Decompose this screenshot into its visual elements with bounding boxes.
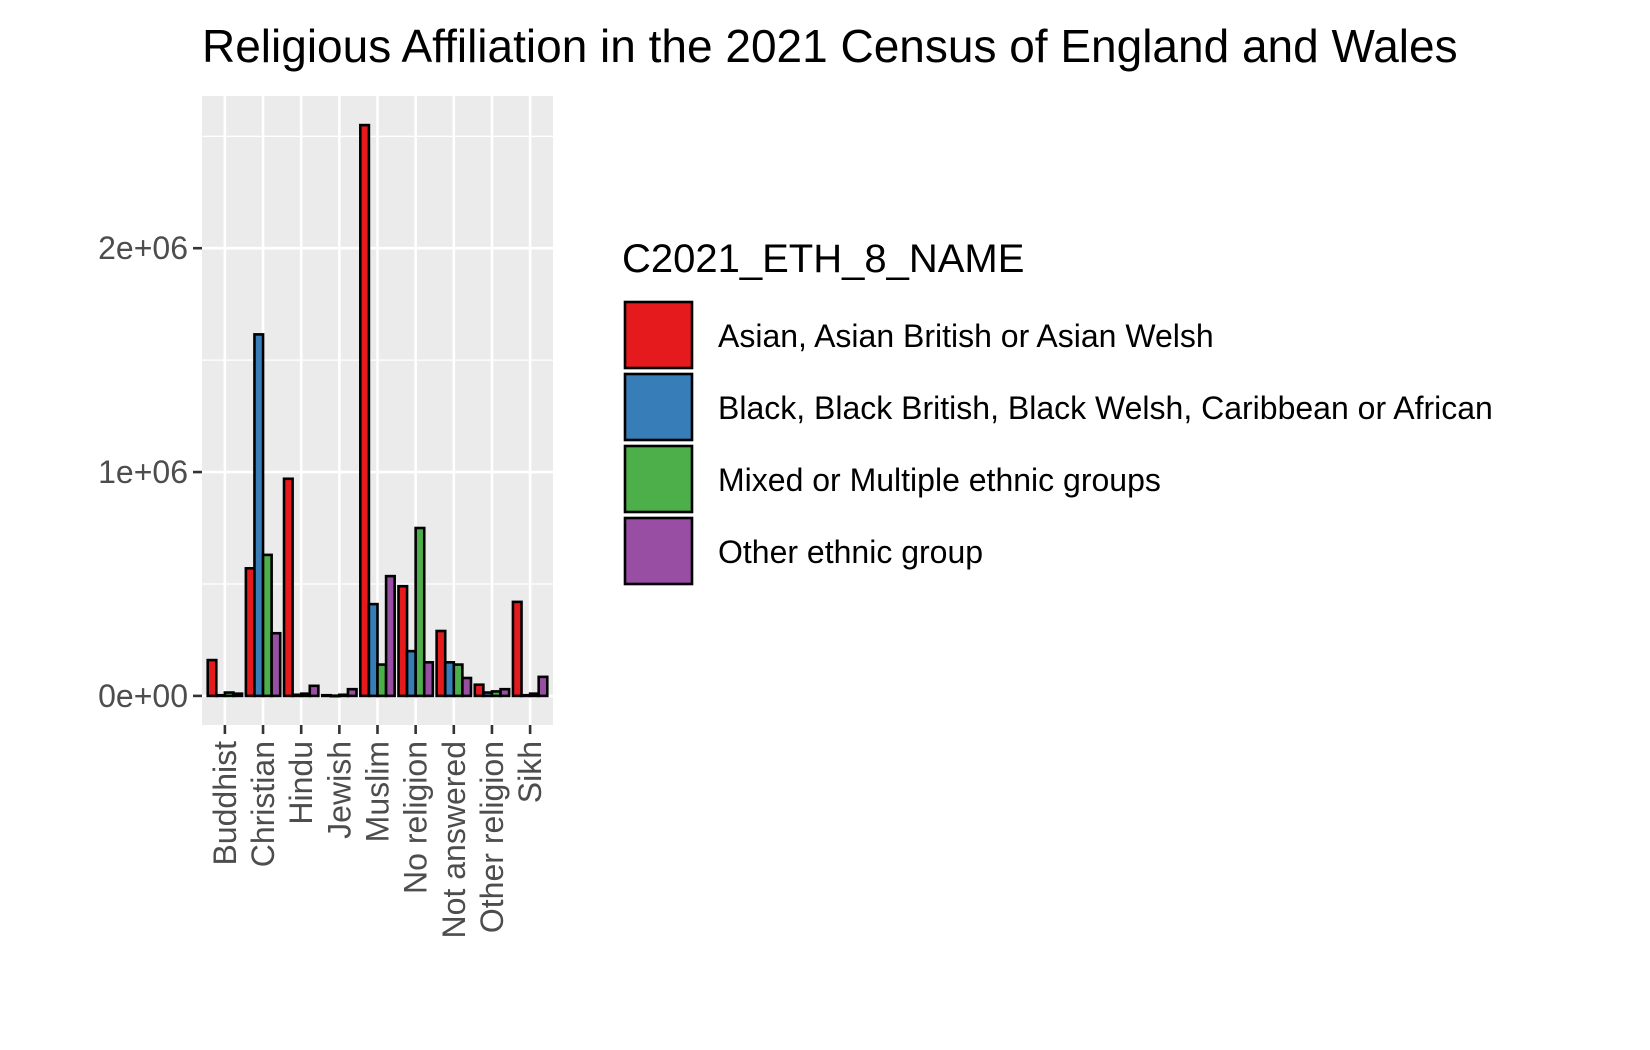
bar: [473, 683, 485, 698]
x-tick-label: Muslim: [360, 741, 396, 842]
bar: [270, 631, 282, 698]
x-tick-label: Not answered: [436, 741, 472, 938]
legend-key: [623, 516, 694, 586]
legend-key: [623, 300, 694, 370]
bar: [359, 123, 371, 698]
y-tick-label: 2e+06: [98, 230, 188, 266]
chart-title: Religious Affiliation in the 2021 Census…: [202, 20, 1458, 72]
bar: [414, 526, 426, 698]
bar: [232, 692, 244, 698]
bar: [367, 602, 379, 698]
y-axis: 0e+00 1e+06 2e+06: [98, 230, 202, 714]
x-tick-label: Hindu: [283, 741, 319, 825]
legend-label: Other ethnic group: [718, 534, 983, 570]
legend: C2021_ETH_8_NAME Asian, Asian British or…: [622, 237, 1493, 586]
x-tick-label: Jewish: [321, 741, 357, 839]
legend-key: [623, 444, 694, 514]
bar: [384, 574, 396, 698]
bar: [499, 687, 511, 698]
y-tick-label: 0e+00: [98, 678, 188, 714]
y-tick-label: 1e+06: [98, 454, 188, 490]
bar: [261, 553, 273, 698]
bar: [397, 584, 409, 698]
legend-label: Mixed or Multiple ethnic groups: [718, 462, 1161, 498]
x-tick-label: No religion: [398, 741, 434, 894]
bar: [461, 676, 473, 698]
bar: [422, 661, 435, 698]
legend-label: Asian, Asian British or Asian Welsh: [718, 318, 1214, 354]
bar: [253, 333, 265, 698]
legend-title: C2021_ETH_8_NAME: [622, 237, 1024, 281]
bars: [206, 123, 549, 698]
x-tick-label: Christian: [245, 741, 281, 867]
x-axis: Buddhist Christian Hindu Jewish Muslim No rel…: [207, 725, 548, 938]
x-tick-label: Buddhist: [207, 741, 243, 866]
bar: [308, 684, 320, 698]
bar: [346, 687, 358, 698]
bar: [537, 675, 549, 698]
x-tick-label: Sikh: [512, 741, 548, 803]
legend-label: Black, Black British, Black Welsh, Carib…: [718, 390, 1493, 426]
bar: [511, 600, 523, 698]
legend-key: [623, 372, 694, 442]
bar: [282, 477, 294, 698]
x-tick-label: Other religion: [474, 741, 510, 933]
bar: [206, 658, 218, 698]
